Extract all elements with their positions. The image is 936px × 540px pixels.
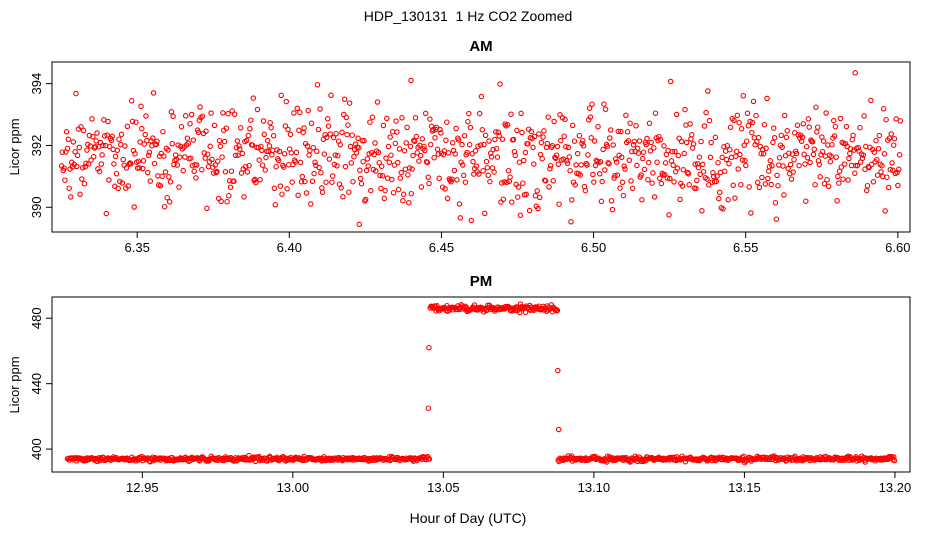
panel-am: 6.35 6.40 6.45 6.50 6.55 6.60 390 392 394 — [29, 61, 911, 255]
x-tick-label: 6.35 — [125, 240, 150, 255]
x-tick-label: 6.45 — [429, 240, 454, 255]
panel-title-am: AM — [469, 38, 493, 55]
plot-border-pm — [51, 296, 911, 473]
x-tick-label: 6.55 — [733, 240, 758, 255]
x-tick-label: 6.40 — [277, 240, 302, 255]
x-tick-label: 13.20 — [879, 480, 912, 495]
x-tick-label: 6.50 — [581, 240, 606, 255]
y-tick-label: 480 — [29, 307, 44, 329]
plot-border-am — [51, 61, 911, 233]
axes-am — [46, 83, 899, 238]
y-tick-label: 394 — [29, 73, 44, 95]
y-tick-label: 440 — [29, 373, 44, 395]
y-tick-label: 392 — [29, 135, 44, 157]
panel-title-pm: PM — [469, 273, 493, 290]
x-tick-label: 13.00 — [277, 480, 310, 495]
axes-pm — [46, 317, 896, 478]
x-tick-label: 13.05 — [427, 480, 460, 495]
figure-title: HDP_130131 1 Hz CO2 Zoomed — [363, 8, 573, 24]
x-tick-label: 6.60 — [885, 240, 910, 255]
panel-pm: 12.95 13.00 13.05 13.10 13.15 13.20 400 440 480 — [29, 296, 912, 495]
y-tick-label: 400 — [29, 438, 44, 460]
points-am — [58, 70, 904, 228]
x-tick-label: 13.15 — [728, 480, 761, 495]
x-tick-label: 12.95 — [126, 480, 159, 495]
x-axis-label: Hour of Day (UTC) — [409, 510, 527, 526]
points-pm — [64, 301, 898, 466]
x-tick-label: 13.10 — [578, 480, 611, 495]
y-tick-label: 390 — [29, 196, 44, 218]
